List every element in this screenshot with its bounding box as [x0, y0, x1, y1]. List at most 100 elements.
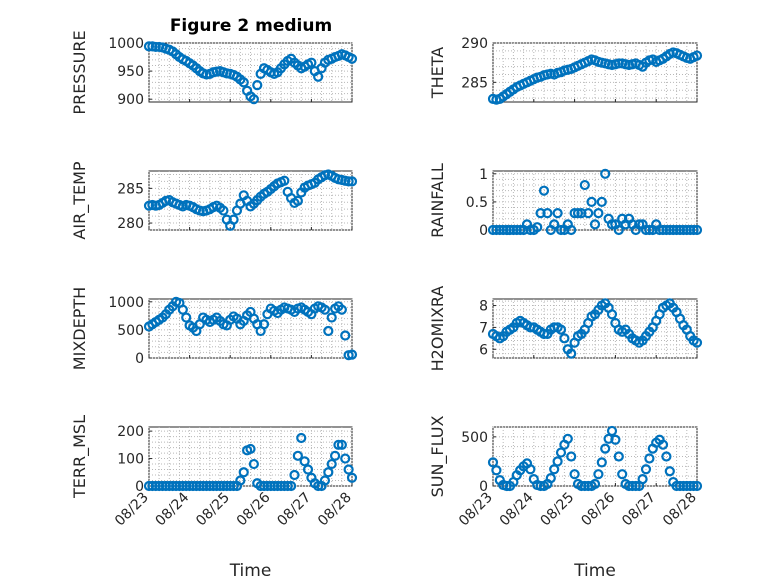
data-point [245, 443, 256, 455]
x-tick-label: 08/26 [234, 489, 274, 529]
data-point [336, 304, 347, 315]
data-point [269, 480, 280, 492]
data-point [545, 473, 556, 484]
data-point [678, 480, 689, 492]
data-point [225, 480, 236, 492]
data-point [198, 480, 209, 492]
data-point [258, 319, 270, 330]
data-point [346, 53, 358, 64]
data-point [143, 41, 155, 52]
data-point [535, 208, 546, 219]
data-point [600, 443, 611, 454]
data-point [181, 312, 192, 323]
data-point [177, 480, 188, 492]
y-tick-label: 200 [117, 424, 144, 440]
data-point [346, 472, 358, 483]
data-point [600, 168, 611, 179]
y-tick-label: 280 [117, 216, 144, 232]
x-tick-label: 08/23 [456, 490, 496, 530]
x-tick-label: 08/24 [497, 489, 537, 529]
data-point [572, 208, 584, 219]
data-point [221, 480, 232, 492]
data-point [623, 480, 635, 492]
data-point [657, 439, 669, 450]
data-point [150, 480, 161, 492]
data-point [157, 480, 168, 492]
data-point [613, 58, 624, 69]
data-point [637, 474, 648, 485]
data-point [640, 224, 652, 236]
data-point [279, 175, 290, 186]
x-tick-label: 08/27 [274, 490, 314, 530]
data-point [143, 480, 155, 492]
data-point [691, 480, 703, 492]
subplot-air_temp: 280 285 AIR_TEMP [70, 161, 358, 240]
x-axis-label: Time [573, 561, 616, 581]
data-point [549, 464, 560, 475]
y-tick-label: 290 [461, 36, 488, 52]
data-point [238, 467, 249, 478]
data-point [552, 208, 563, 219]
data-point [596, 457, 607, 468]
x-tick-label: 08/23 [112, 490, 152, 530]
y-axis-label: RAINFALL [428, 163, 447, 238]
data-point [150, 41, 161, 53]
y-axis-label: TERR_MSL [70, 415, 90, 499]
data-point [555, 447, 567, 458]
data-point [214, 480, 226, 492]
x-tick-label: 08/28 [315, 490, 355, 530]
data-point [555, 324, 567, 335]
subplot-h2omixra: 6 7 8 H2OMIXRA [428, 286, 703, 371]
x-axis-label: Time [229, 561, 272, 581]
data-point [542, 208, 553, 219]
data-point [181, 480, 192, 492]
data-point [688, 224, 699, 236]
y-tick-label: 900 [117, 92, 144, 108]
subplot-pressure: 900 950 1000 PRESSURE [70, 30, 358, 115]
data-point [569, 208, 580, 219]
data-point [187, 480, 199, 492]
data-point [487, 457, 499, 468]
data-point [579, 179, 590, 191]
x-tick-label: 08/25 [193, 490, 233, 530]
data-point [319, 475, 331, 486]
data-point [265, 480, 276, 492]
y-tick-label: 285 [461, 75, 488, 91]
data-point [566, 224, 577, 236]
data-point [532, 222, 543, 233]
subplot-theta: 285 290 THETA [428, 36, 703, 105]
data-point [644, 453, 655, 464]
data-point [228, 214, 239, 225]
data-point [340, 453, 351, 464]
data-point [313, 71, 324, 82]
data-point [691, 50, 703, 61]
y-axis-label: THETA [428, 47, 447, 99]
y-tick-label: 1000 [108, 295, 144, 311]
data-point [559, 333, 570, 344]
data-point [346, 176, 358, 187]
data-point [538, 328, 550, 340]
x-tick-label: 08/24 [153, 489, 193, 529]
data-point [640, 464, 652, 475]
data-point [292, 195, 303, 206]
data-point [589, 478, 601, 490]
data-point [606, 425, 618, 437]
data-point [515, 224, 526, 236]
x-tick-label: 08/28 [660, 490, 700, 530]
data-point [552, 456, 563, 467]
data-point [508, 224, 519, 236]
data-point [248, 94, 259, 105]
data-point [343, 176, 354, 187]
data-point [664, 466, 675, 477]
data-point [685, 224, 696, 236]
data-point [491, 224, 502, 236]
data-point [627, 480, 638, 492]
data-point [208, 480, 219, 492]
data-point [272, 480, 283, 492]
y-tick-label: 500 [461, 430, 488, 446]
data-point [606, 219, 618, 230]
data-point [323, 325, 334, 337]
data-point [566, 451, 577, 462]
y-tick-label: 285 [117, 181, 144, 197]
